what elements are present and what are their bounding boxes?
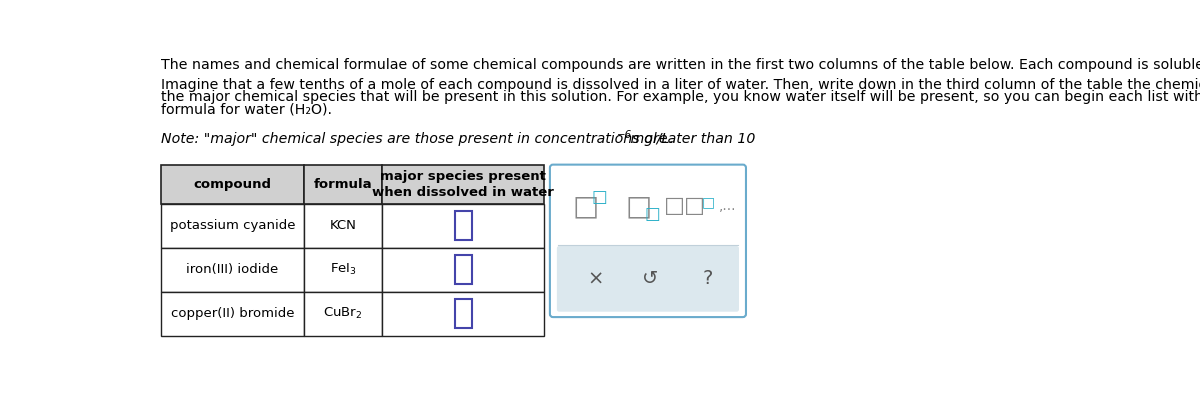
Bar [161,248,305,292]
Bar [382,204,545,248]
Bar [382,248,545,292]
Text: Imagine that a few tenths of a mole of each compound is dissolved in a liter of : Imagine that a few tenths of a mole of e… [161,78,1200,91]
Text: □: □ [644,205,660,223]
Bar [161,204,305,248]
Text: □: □ [625,193,652,220]
Text: ,...: ,... [719,199,737,214]
Bar [455,211,472,241]
Bar [455,255,472,285]
Bar [305,248,382,292]
Text: formula: formula [313,178,372,191]
Text: □: □ [592,188,607,206]
Text: FeI$_3$: FeI$_3$ [330,262,356,277]
Text: iron(III) iodide: iron(III) iodide [186,263,278,276]
Text: ×: × [588,269,604,289]
Text: Note: "major" chemical species are those present in concentrations greater than : Note: "major" chemical species are those… [161,131,755,145]
Text: copper(II) bromide: copper(II) bromide [170,307,294,320]
Text: □: □ [702,195,714,209]
Text: The names and chemical formulae of some chemical compounds are written in the fi: The names and chemical formulae of some … [161,58,1200,72]
Text: formula for water (H₂O).: formula for water (H₂O). [161,102,332,116]
Bar [455,299,472,328]
Text: □□: □□ [664,197,706,216]
Text: KCN: KCN [330,219,356,233]
Text: ?: ? [703,269,713,289]
Bar [382,292,545,336]
Text: mol/L.: mol/L. [626,131,673,145]
Text: −6: −6 [617,130,631,140]
Text: compound: compound [193,178,271,191]
Bar [161,165,305,204]
Text: the major chemical species that will be present in this solution. For example, y: the major chemical species that will be … [161,90,1200,104]
Text: major species present
when dissolved in water: major species present when dissolved in … [372,170,554,199]
Bar [382,165,545,204]
Bar [305,292,382,336]
Bar [305,165,382,204]
Text: □: □ [572,193,599,220]
Text: ↺: ↺ [642,269,658,289]
Bar [305,204,382,248]
Bar [161,292,305,336]
FancyBboxPatch shape [550,165,746,317]
FancyBboxPatch shape [557,246,739,312]
Text: CuBr$_2$: CuBr$_2$ [323,306,362,321]
Text: potassium cyanide: potassium cyanide [169,219,295,233]
